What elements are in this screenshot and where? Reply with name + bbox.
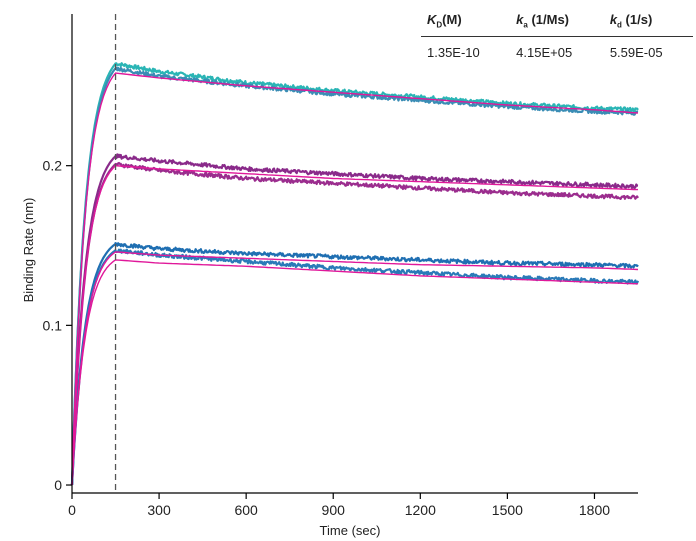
- kd-value: 1.35E-10: [427, 44, 480, 60]
- series-layer: [70, 62, 640, 486]
- x-axis-ticks: 0 300 600 900 1200 1500 1800: [68, 493, 610, 518]
- x-axis-title: Time (sec): [320, 523, 381, 538]
- kinetics-table: KD(M) ka (1/Ms) kd (1/s) 1.35E-10 4.15E+…: [421, 8, 693, 64]
- y-axis-title: Binding Rate (nm): [21, 198, 36, 303]
- binding-trace: [70, 153, 639, 486]
- x-tick-label: 1500: [492, 502, 523, 518]
- kinetics-header-row: KD(M) ka (1/Ms) kd (1/s): [421, 8, 693, 37]
- y-tick-label: 0.2: [43, 158, 63, 174]
- binding-trace: [70, 66, 639, 486]
- kinetics-value-row: 1.35E-10 4.15E+05 5.59E-05: [421, 36, 693, 64]
- kdis-value: 5.59E-05: [609, 44, 663, 60]
- binding-trace: [70, 248, 640, 486]
- x-tick-label: 1200: [405, 502, 436, 518]
- ka-header: ka (1/Ms): [510, 8, 604, 37]
- kdis-header: kd (1/s): [603, 8, 693, 37]
- fit-curve: [71, 72, 639, 486]
- x-tick-label: 1800: [579, 502, 610, 518]
- x-tick-label: 600: [234, 502, 258, 518]
- x-tick-label: 300: [147, 502, 171, 518]
- binding-trace: [70, 62, 639, 486]
- fit-curve: [71, 165, 639, 486]
- binding-trace: [70, 242, 639, 486]
- x-tick-label: 900: [322, 502, 346, 518]
- fit-curve: [71, 251, 639, 486]
- kd-header: KD(M): [421, 8, 511, 37]
- binding-trace: [70, 161, 639, 486]
- y-tick-label: 0.1: [43, 317, 63, 333]
- ka-value: 4.15E+05: [516, 44, 573, 60]
- y-tick-label: 0: [54, 477, 62, 493]
- fit-curve: [71, 259, 639, 486]
- x-tick-label: 0: [68, 502, 76, 518]
- y-axis-ticks: 0 0.1 0.2: [43, 158, 72, 493]
